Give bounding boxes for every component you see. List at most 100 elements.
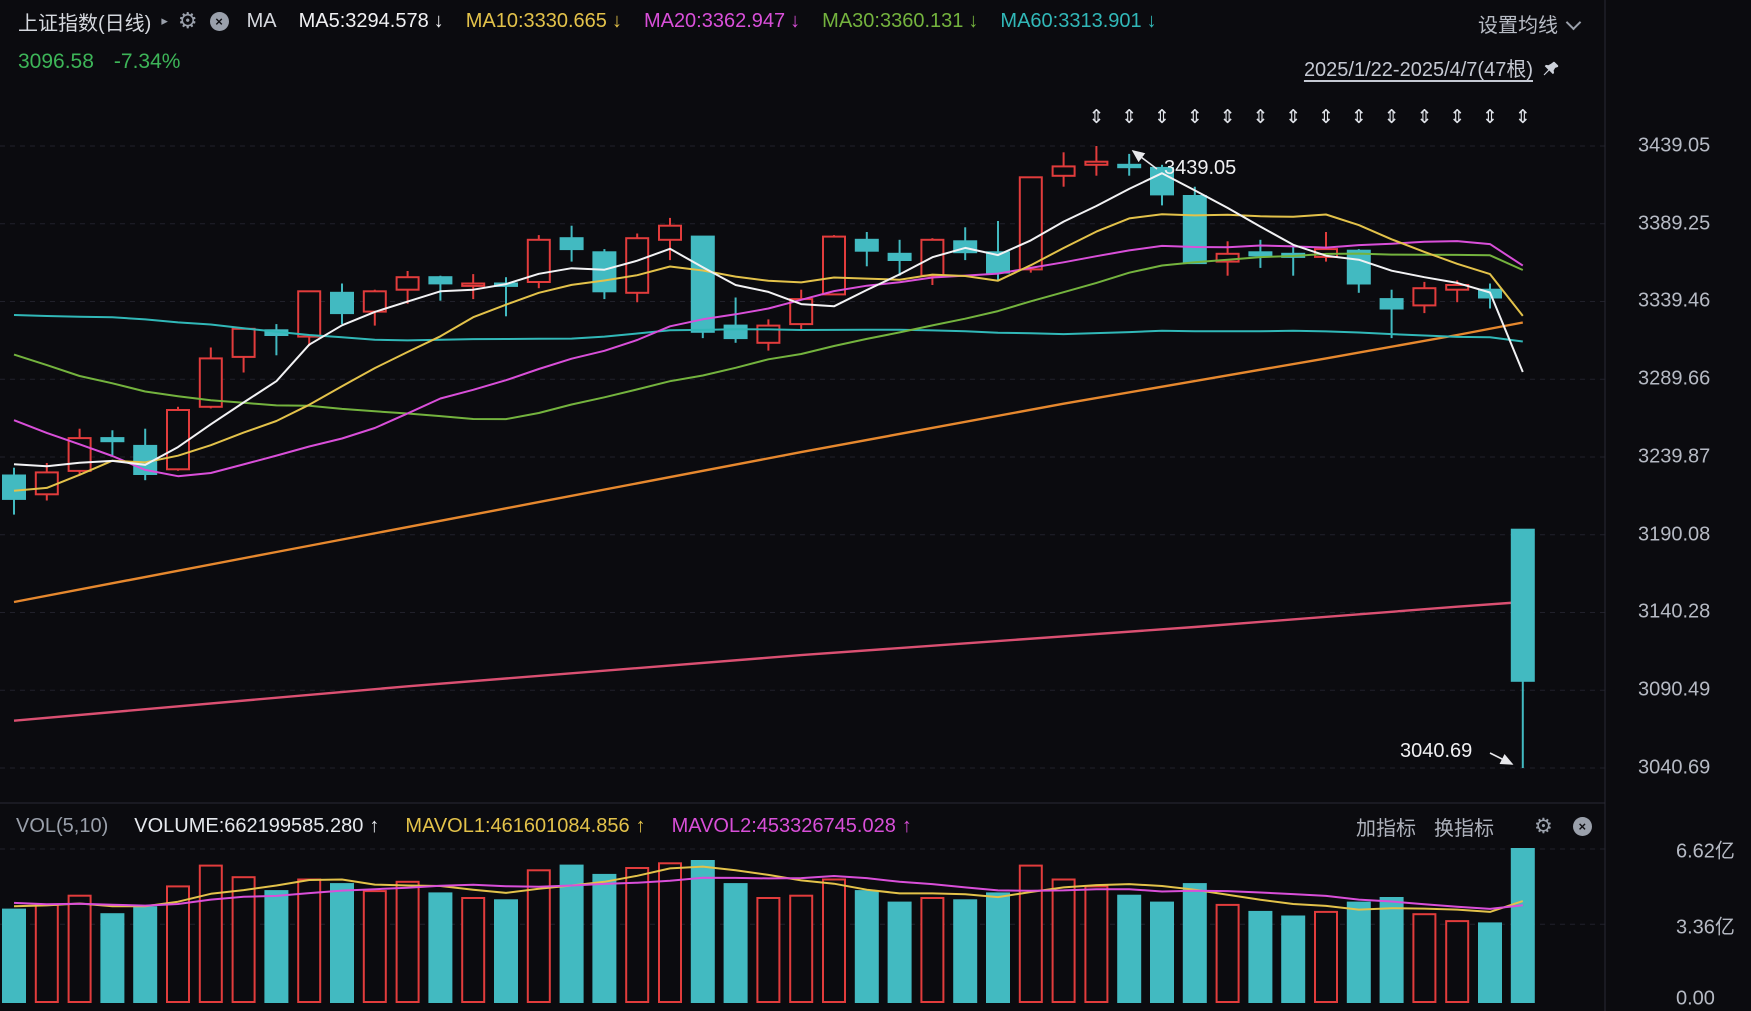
ma10-down-arrow-icon: ↓ (611, 9, 622, 32)
candle-body (67, 437, 92, 472)
ma30-value: MA30:3360.131 ↓ (822, 10, 978, 33)
volume-bar (887, 901, 912, 1003)
candle-body (526, 238, 551, 284)
candle-body (756, 324, 781, 344)
price-axis-label: 3140.28 (1638, 600, 1711, 623)
candle-body (166, 409, 190, 471)
volume-bar (362, 890, 387, 1003)
candle-body (1510, 528, 1535, 682)
candle-body (1412, 287, 1437, 307)
candle-body (100, 437, 125, 443)
volume-bar (822, 878, 846, 1003)
volume-bar (461, 897, 486, 1003)
candle-body (330, 291, 354, 315)
ma-settings-button[interactable]: 设置均线 (1478, 9, 1582, 38)
volume-bar (1117, 894, 1142, 1004)
volume-gear-icon[interactable]: ⚙ (1534, 815, 1553, 838)
annotation-arrows (1131, 150, 1514, 765)
volume-bar (723, 883, 748, 1003)
mavol1-up-arrow-icon: ↑ (635, 814, 646, 837)
candle-body (1182, 195, 1207, 265)
volume-bar (592, 873, 617, 1004)
volume-header: VOL(5,10) VOLUME:662199585.280 ↑ MAVOL1:… (0, 810, 1616, 842)
updown-arrow-marker-icon: ⇕ (1285, 106, 1301, 128)
close-icon[interactable]: × (209, 11, 229, 31)
volume-bar (1346, 901, 1371, 1003)
updown-arrow-marker-icon: ⇕ (1252, 106, 1268, 128)
volume-bar (1314, 910, 1338, 1004)
volume-bar (953, 899, 978, 1003)
volume-bar (1412, 913, 1437, 1004)
volume-bar (789, 894, 814, 1004)
volume-bar (1182, 883, 1207, 1003)
volume-bar (1379, 897, 1404, 1003)
candle-body (1445, 284, 1470, 291)
ma5-text: MA5:3294.578 (298, 9, 429, 32)
volume-value: VOLUME:662199585.280 ↑ (134, 815, 379, 838)
add-indicator-button[interactable]: 加指标 (1356, 818, 1416, 840)
gear-icon[interactable]: ⚙ (177, 8, 198, 33)
candle-body (1248, 251, 1273, 257)
candle-body (1084, 160, 1109, 166)
peak-arrow (1131, 150, 1158, 170)
trend-ma-lines (13, 321, 1524, 722)
candle-body (1051, 165, 1076, 177)
volume-bar (166, 885, 190, 1004)
pin-icon[interactable] (1541, 60, 1560, 79)
volume-bar (100, 913, 125, 1004)
candle-body (198, 357, 223, 408)
volume-bar (625, 867, 650, 1003)
updown-arrow-marker-icon: ⇕ (1416, 106, 1432, 128)
mavol2-value: MAVOL2:453326745.028 ↑ (672, 815, 912, 838)
updown-arrow-marker-icon: ⇕ (1318, 106, 1334, 128)
volume-bar (1051, 878, 1076, 1003)
vol-indicator-label[interactable]: VOL(5,10) (16, 814, 109, 837)
volume-bar (231, 876, 256, 1004)
caret-right-icon[interactable]: ▸ (161, 13, 168, 28)
candle-body (1150, 166, 1174, 196)
ma20-value: MA20:3362.947 ↓ (644, 10, 800, 33)
price-axis-label: 3239.87 (1638, 445, 1711, 468)
ma60-value: MA60:3313.901 ↓ (1000, 10, 1156, 33)
date-range[interactable]: 2025/1/22-2025/4/7(47根) (1250, 53, 1560, 82)
ma-group-label: MA (246, 9, 277, 32)
volume-bar (854, 890, 879, 1003)
volume-bar (986, 892, 1010, 1004)
main-header: 上证指数(日线) ▸ ⚙ × MA MA5:3294.578 ↓ MA10:33… (0, 7, 1751, 35)
updown-arrow-marker-icon: ⇕ (1154, 106, 1170, 128)
candle-body (231, 327, 256, 358)
volume-close-icon[interactable]: × (1572, 817, 1592, 836)
change-percent: -7.34% (113, 50, 181, 73)
last-price: 3096.58 (18, 50, 94, 73)
signal-markers: ⇕ ⇕ ⇕ ⇕ ⇕ ⇕ ⇕ ⇕ ⇕ ⇕ ⇕ ⇕ ⇕ ⇕ (1088, 106, 1530, 128)
price-axis-label: 3289.66 (1638, 367, 1711, 390)
volume-bar (1018, 864, 1043, 1003)
candle-body (559, 237, 584, 251)
date-range-text[interactable]: 2025/1/22-2025/4/7(47根) (1303, 59, 1533, 81)
price-axis-label: 3339.46 (1638, 289, 1711, 312)
volume-bar (690, 860, 715, 1003)
peak-price-annotation: 3439.05 (1164, 157, 1237, 179)
ma30-down-arrow-icon: ↓ (968, 9, 979, 32)
candle-body (854, 238, 879, 252)
candle-body (690, 235, 715, 333)
price-change-row: 3096.58 -7.34% (18, 50, 180, 74)
ma10-value: MA10:3330.665 ↓ (466, 10, 622, 33)
candle-body (822, 235, 846, 296)
ma20-down-arrow-icon: ↓ (790, 9, 801, 32)
mavol-lines (13, 865, 1524, 913)
candle-body (1117, 163, 1142, 169)
volume-bar (330, 883, 354, 1003)
low-arrow (1489, 752, 1514, 765)
volume-axis-label: 3.36亿 (1676, 916, 1735, 939)
volume-text: VOLUME:662199585.280 (134, 814, 364, 837)
volume-bar (1150, 901, 1174, 1003)
low-price-annotation: 3040.69 (1400, 740, 1473, 762)
switch-indicator-button[interactable]: 换指标 (1434, 818, 1494, 840)
updown-arrow-marker-icon: ⇕ (1088, 106, 1104, 128)
candle-body (34, 471, 59, 496)
symbol-title[interactable]: 上证指数(日线) (18, 12, 152, 35)
candle-body (625, 237, 650, 294)
